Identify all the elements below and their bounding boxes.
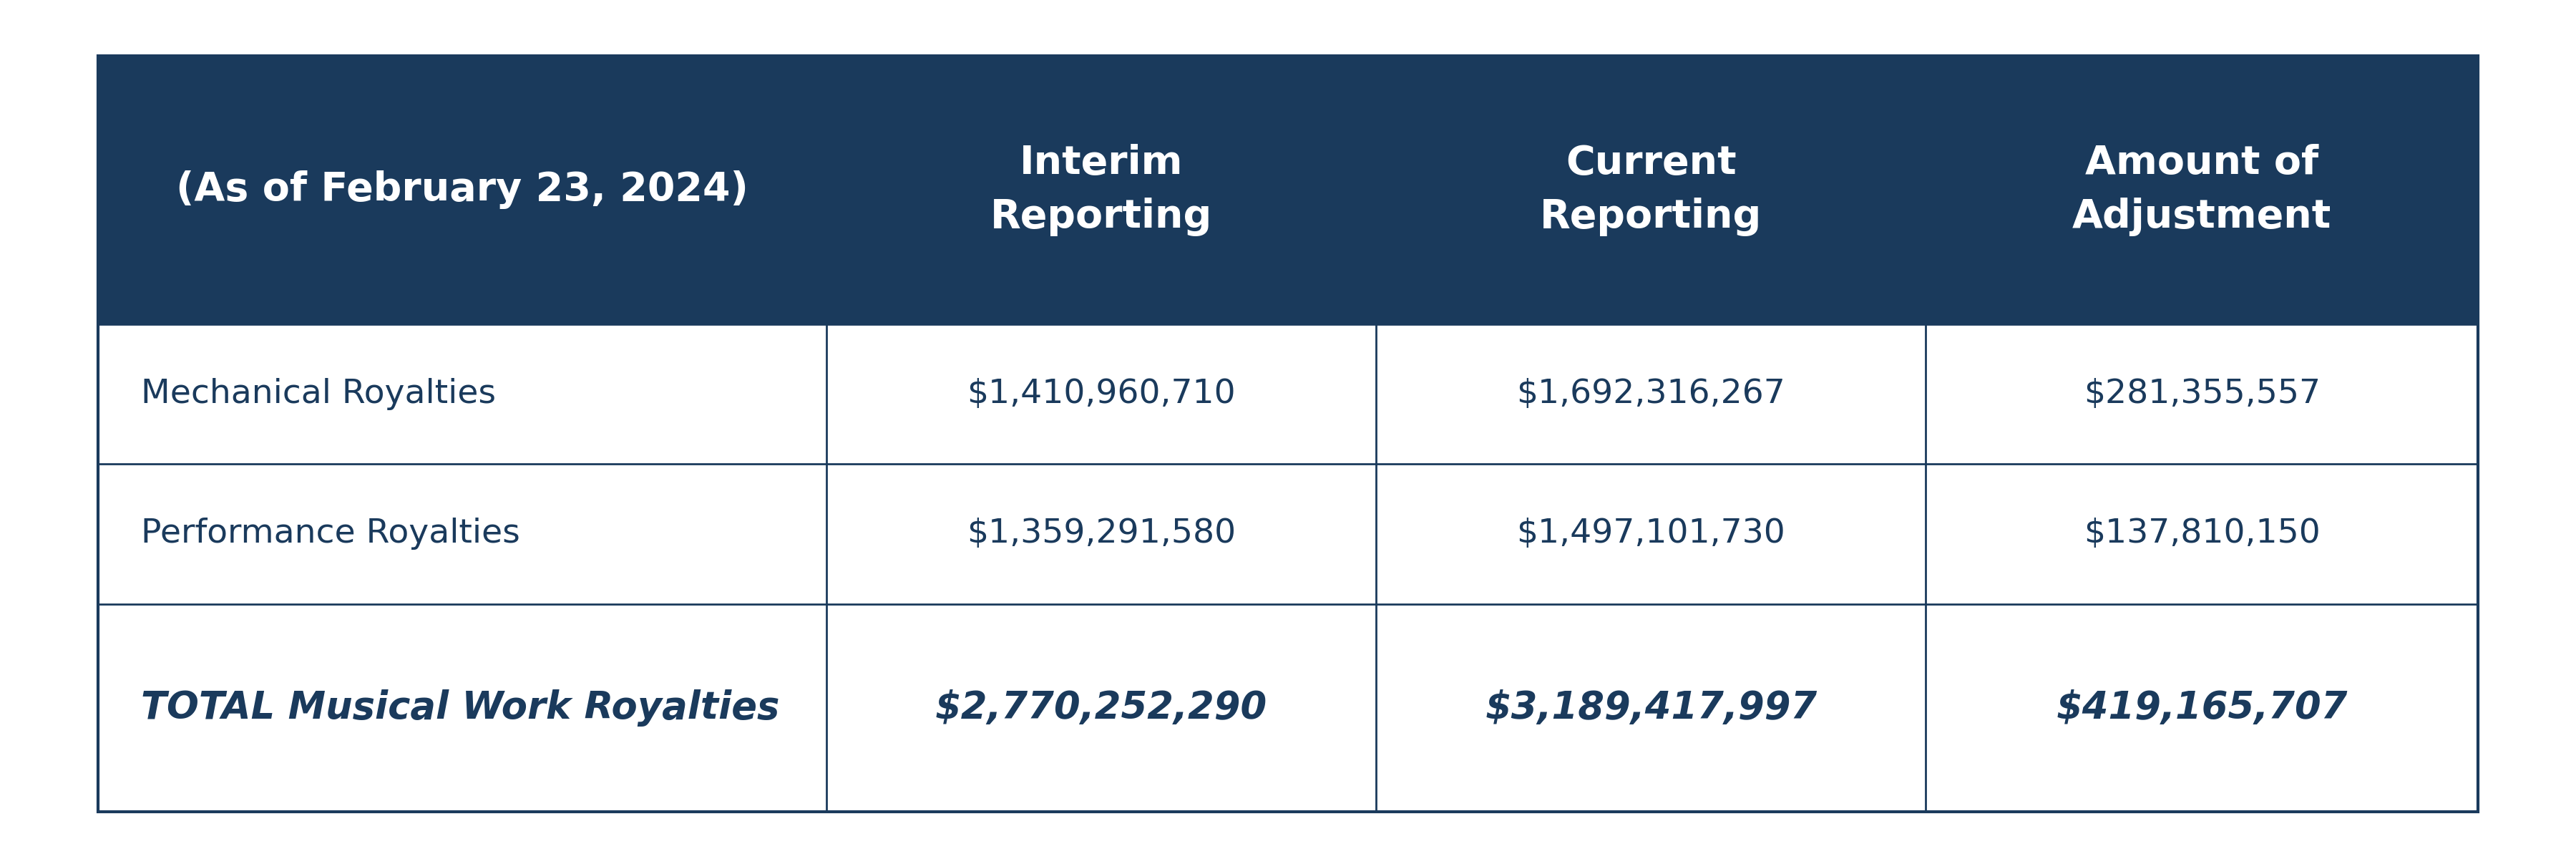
Bar bbox=[1376, 604, 1927, 812]
Text: Interim
Reporting: Interim Reporting bbox=[989, 143, 1213, 236]
Text: TOTAL Musical Work Royalties: TOTAL Musical Work Royalties bbox=[142, 689, 781, 727]
Bar bbox=[1376, 324, 1927, 464]
Text: $1,497,101,730: $1,497,101,730 bbox=[1517, 518, 1785, 550]
Text: $281,355,557: $281,355,557 bbox=[2084, 378, 2321, 411]
Bar bbox=[1927, 324, 2478, 464]
Bar bbox=[1376, 56, 1927, 324]
Text: Current
Reporting: Current Reporting bbox=[1540, 143, 1762, 236]
Bar bbox=[98, 324, 827, 464]
Text: $1,359,291,580: $1,359,291,580 bbox=[966, 518, 1236, 550]
Text: $3,189,417,997: $3,189,417,997 bbox=[1484, 689, 1816, 727]
Bar bbox=[827, 56, 1376, 324]
Bar bbox=[827, 604, 1376, 812]
Text: $1,692,316,267: $1,692,316,267 bbox=[1517, 378, 1785, 411]
Bar bbox=[1927, 464, 2478, 604]
Bar bbox=[98, 56, 827, 324]
Text: $1,410,960,710: $1,410,960,710 bbox=[966, 378, 1236, 411]
Bar bbox=[827, 464, 1376, 604]
Text: Mechanical Royalties: Mechanical Royalties bbox=[142, 378, 495, 411]
Text: $137,810,150: $137,810,150 bbox=[2084, 518, 2321, 550]
Text: (As of February 23, 2024): (As of February 23, 2024) bbox=[175, 171, 747, 210]
Bar bbox=[98, 464, 827, 604]
Bar bbox=[1927, 56, 2478, 324]
Bar bbox=[827, 324, 1376, 464]
Bar bbox=[98, 604, 827, 812]
Text: Performance Royalties: Performance Royalties bbox=[142, 518, 520, 550]
Text: $2,770,252,290: $2,770,252,290 bbox=[935, 689, 1267, 727]
Bar bbox=[98, 56, 2478, 812]
Text: $419,165,707: $419,165,707 bbox=[2056, 689, 2347, 727]
Bar bbox=[1376, 464, 1927, 604]
Text: Amount of
Adjustment: Amount of Adjustment bbox=[2074, 143, 2331, 236]
Bar bbox=[1927, 604, 2478, 812]
